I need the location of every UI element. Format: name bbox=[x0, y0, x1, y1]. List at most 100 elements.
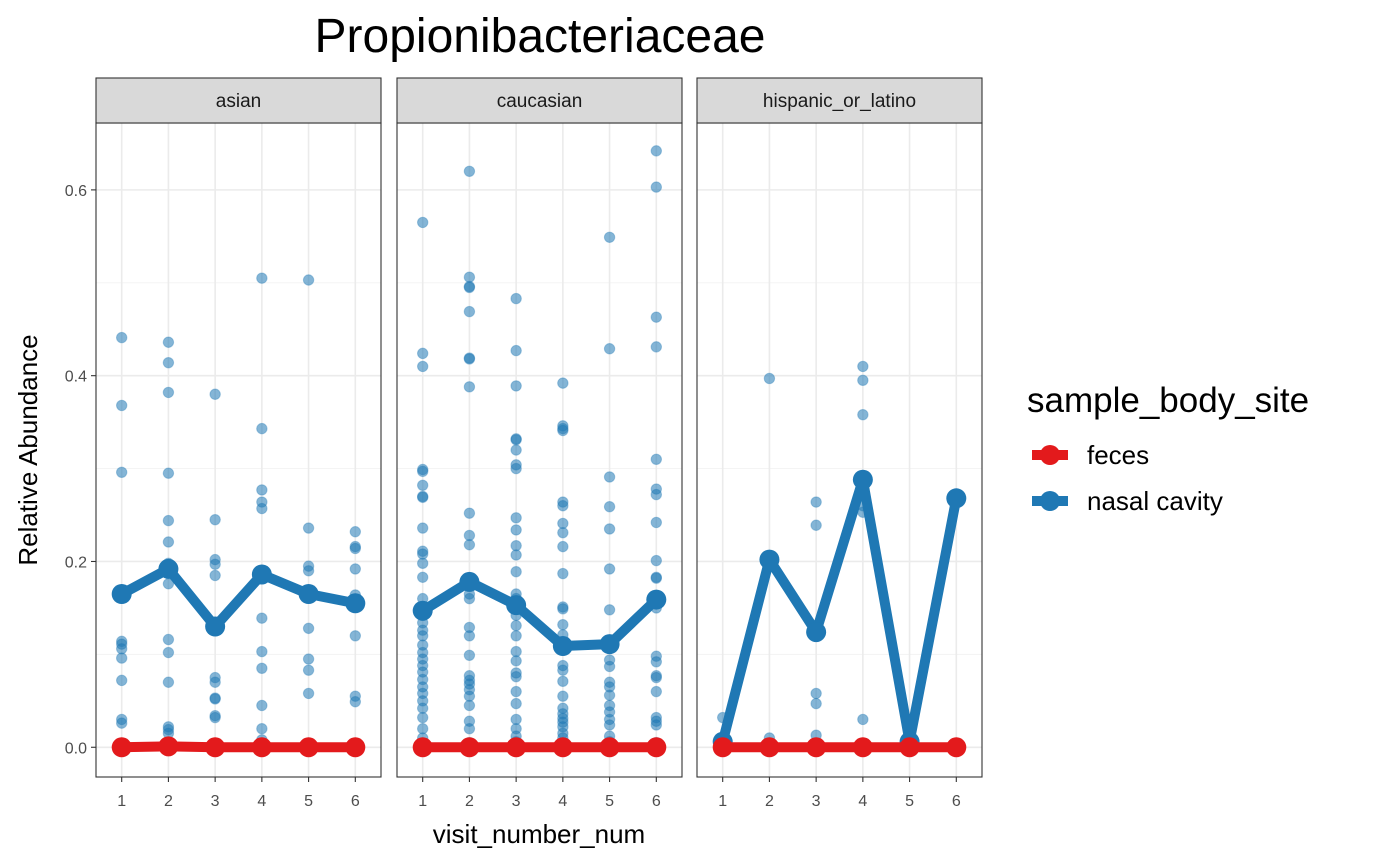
facet-strip bbox=[396, 77, 683, 124]
data-point bbox=[349, 563, 362, 575]
data-point bbox=[650, 488, 663, 501]
series-marker-nasal-cavity bbox=[345, 593, 366, 614]
series-marker-feces bbox=[852, 737, 873, 758]
data-point bbox=[650, 145, 663, 157]
series-marker-feces bbox=[806, 737, 827, 758]
data-point bbox=[763, 372, 776, 385]
data-point bbox=[510, 512, 522, 524]
series-marker-feces bbox=[459, 737, 480, 758]
series-marker-nasal-cavity bbox=[111, 583, 132, 604]
data-point bbox=[162, 676, 175, 688]
series-marker-feces bbox=[552, 737, 573, 758]
data-point bbox=[603, 660, 616, 673]
data-point bbox=[115, 717, 128, 729]
series-marker-nasal-cavity bbox=[158, 558, 179, 579]
panel-background bbox=[96, 123, 381, 777]
data-point bbox=[557, 664, 569, 676]
data-point bbox=[650, 181, 663, 193]
series-marker-feces bbox=[646, 737, 667, 758]
data-point bbox=[162, 536, 175, 548]
series-marker-nasal-cavity bbox=[251, 564, 272, 585]
series-marker-nasal-cavity bbox=[298, 583, 319, 604]
data-point bbox=[416, 557, 429, 570]
data-point bbox=[603, 719, 616, 731]
data-point bbox=[857, 713, 869, 726]
legend: sample_body_site feces nasal cavity bbox=[1027, 381, 1309, 516]
series-marker-feces bbox=[111, 737, 132, 758]
data-point bbox=[510, 524, 522, 536]
data-point bbox=[302, 664, 315, 676]
data-point bbox=[650, 656, 663, 668]
data-point bbox=[857, 374, 869, 387]
facet-strip bbox=[95, 77, 382, 124]
series-marker-feces bbox=[205, 737, 226, 758]
data-point bbox=[463, 281, 476, 294]
facet-panel-asian: asian 1 2 3 4 5 6 bbox=[95, 77, 382, 810]
data-point bbox=[302, 653, 315, 665]
legend-key-nasal-cavity: nasal cavity bbox=[1032, 486, 1223, 516]
data-point bbox=[463, 305, 476, 318]
x-tick-label: 6 bbox=[351, 793, 360, 810]
data-point bbox=[510, 670, 522, 683]
data-point bbox=[256, 645, 268, 658]
data-point bbox=[603, 604, 616, 616]
data-point bbox=[416, 571, 429, 583]
facet-panel-caucasian: caucasian 1 2 3 4 5 6 bbox=[396, 77, 683, 810]
data-point bbox=[209, 676, 221, 688]
series-marker-feces bbox=[759, 737, 780, 758]
data-point bbox=[557, 377, 569, 389]
x-tick-label: 2 bbox=[164, 793, 173, 810]
data-point bbox=[510, 434, 522, 446]
data-point bbox=[256, 502, 268, 515]
series-marker-feces bbox=[506, 737, 527, 758]
y-tick-label: 0.6 bbox=[65, 183, 87, 200]
series-marker-nasal-cavity bbox=[852, 469, 873, 490]
x-tick-label: 3 bbox=[512, 793, 521, 810]
series-marker-nasal-cavity bbox=[459, 571, 480, 592]
data-point bbox=[510, 444, 522, 456]
data-point bbox=[115, 652, 128, 664]
data-point bbox=[603, 523, 616, 535]
x-tick-label: 1 bbox=[418, 793, 427, 810]
series-marker-feces bbox=[899, 737, 920, 758]
x-tick-label: 2 bbox=[465, 793, 474, 810]
y-axis: 0.0 0.2 0.4 0.6 bbox=[65, 183, 96, 757]
data-point bbox=[857, 408, 869, 421]
data-point bbox=[416, 347, 429, 360]
data-point bbox=[510, 344, 522, 357]
data-point bbox=[256, 484, 268, 496]
data-point bbox=[463, 699, 476, 712]
data-point bbox=[416, 491, 429, 504]
data-point bbox=[463, 507, 476, 519]
facet-strip bbox=[696, 77, 983, 124]
data-point bbox=[256, 662, 268, 675]
data-point bbox=[416, 360, 429, 373]
data-point bbox=[510, 462, 522, 475]
data-point bbox=[650, 572, 663, 584]
series-marker-nasal-cavity bbox=[759, 549, 780, 570]
x-tick-label: 4 bbox=[858, 793, 867, 810]
data-point bbox=[463, 722, 476, 735]
data-point bbox=[162, 633, 175, 646]
series-marker-feces bbox=[251, 737, 272, 758]
data-point bbox=[510, 292, 522, 305]
data-point bbox=[463, 165, 476, 178]
data-point bbox=[115, 466, 128, 478]
data-point bbox=[650, 341, 663, 353]
data-point bbox=[416, 711, 429, 724]
series-marker-feces bbox=[345, 737, 366, 758]
panel-background bbox=[397, 123, 682, 777]
x-tick-label: 5 bbox=[905, 793, 914, 810]
data-point bbox=[810, 697, 822, 710]
data-point bbox=[162, 386, 175, 399]
y-axis-title: Relative Abundance bbox=[13, 334, 43, 565]
series-marker-nasal-cavity bbox=[205, 616, 226, 637]
data-point bbox=[162, 356, 175, 369]
data-point bbox=[256, 272, 268, 284]
data-point bbox=[650, 311, 663, 323]
facet-strip-label: asian bbox=[216, 91, 261, 112]
series-marker-nasal-cavity bbox=[412, 600, 433, 621]
series-marker-nasal-cavity bbox=[806, 622, 827, 643]
legend-feces-marker bbox=[1040, 445, 1060, 465]
